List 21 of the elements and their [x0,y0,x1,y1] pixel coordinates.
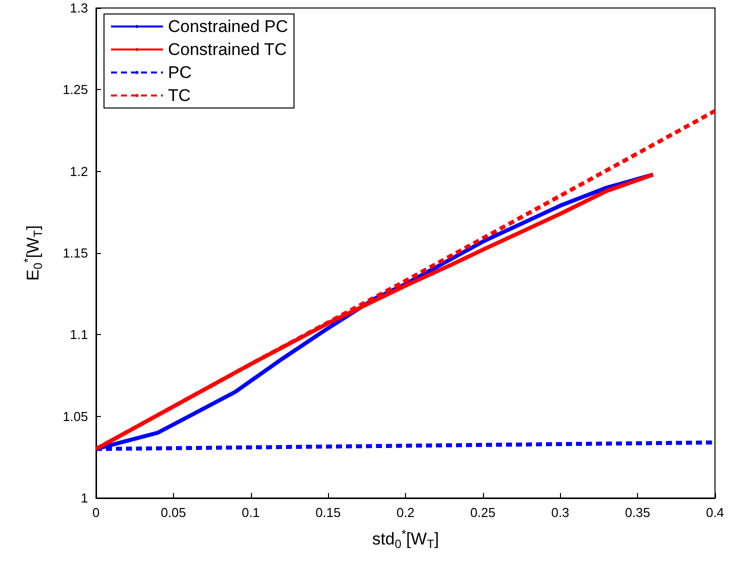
y-tick-label: 1.2 [70,164,88,179]
x-tick-label: 0.05 [160,505,186,520]
y-tick-label: 1.15 [62,246,88,260]
y-tick-label: 1.05 [62,408,88,424]
y-tick-label: 1.1 [70,327,88,342]
legend-label: Constrained TC [168,40,287,59]
x-tick-label: 0.3 [551,505,570,520]
x-tick-label: 0 [92,505,100,520]
x-tick-label: 0.2 [396,505,415,520]
y-axis-title: E0*[WT] [21,225,45,281]
legend-label: Constrained PC [168,17,288,36]
y-tick-label: 1 [80,490,88,506]
x-tick-label: 0.4 [706,505,724,520]
x-tick-label: 0.15 [315,505,341,520]
legend-label: TC [168,86,191,105]
x-tick-label: 0.25 [470,505,496,520]
x-tick-label: 0.1 [242,505,260,520]
y-tick-label: 1.25 [62,82,88,98]
legend-label: PC [168,63,192,82]
y-tick-label: 1.3 [70,0,88,16]
x-tick-label: 0.35 [624,505,650,520]
